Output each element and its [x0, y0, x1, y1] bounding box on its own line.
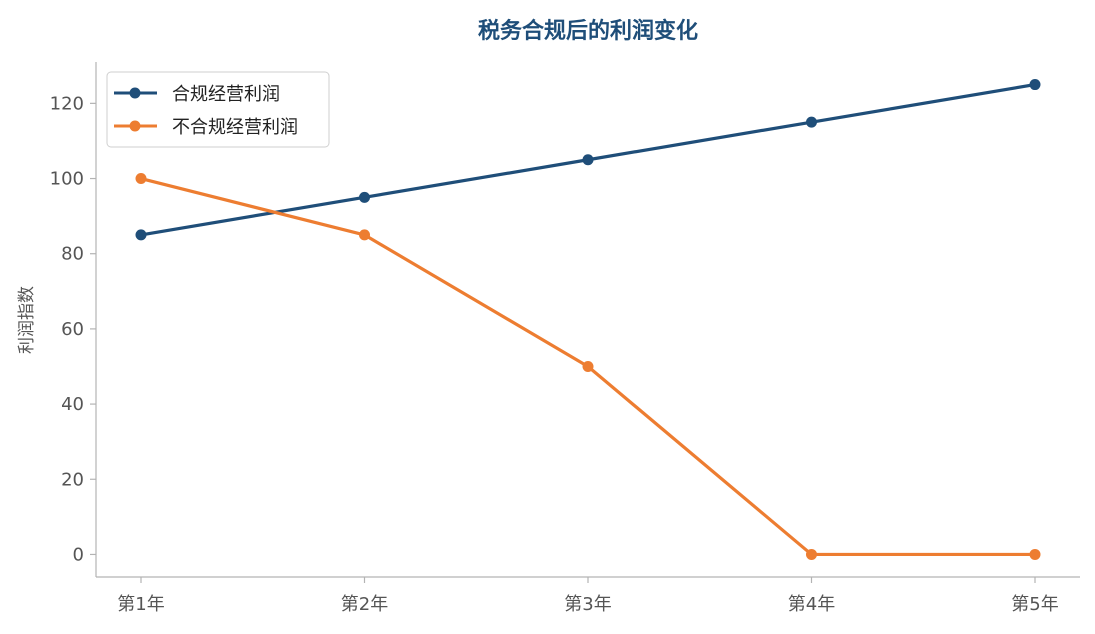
x-tick-label: 第4年	[788, 594, 835, 615]
data-point-noncompliant	[1029, 548, 1041, 560]
data-point-compliant	[582, 154, 594, 166]
x-tick-label: 第5年	[1011, 594, 1058, 615]
x-tick-label: 第2年	[341, 594, 388, 615]
legend-entry-compliant: 合规经营利润	[114, 84, 280, 105]
y-axis-label: 利润指数	[17, 286, 37, 354]
y-tick-label: 60	[61, 319, 84, 340]
y-tick-label: 20	[61, 469, 84, 490]
data-point-noncompliant	[359, 229, 370, 241]
chart-title: 税务合规后的利润变化	[478, 18, 698, 44]
data-point-compliant	[359, 191, 370, 203]
legend-label-compliant: 合规经营利润	[172, 84, 280, 105]
data-point-compliant	[806, 116, 817, 128]
x-tick-label: 第1年	[117, 594, 164, 615]
y-tick-label: 40	[61, 394, 84, 415]
data-point-compliant	[135, 229, 147, 241]
x-tick-label: 第3年	[564, 594, 611, 615]
legend-marker-compliant	[129, 87, 141, 99]
y-tick-label: 120	[50, 93, 84, 114]
series-layer	[135, 79, 1041, 560]
y-tick-label: 80	[61, 244, 84, 265]
x-axis-ticks: 第1年 第2年 第3年 第4年 第5年	[117, 577, 1059, 615]
y-tick-label: 100	[50, 169, 84, 190]
y-axis-ticks: 0 20 40 60 80 100 120	[50, 93, 96, 565]
data-point-noncompliant	[135, 173, 147, 185]
data-point-noncompliant	[806, 548, 817, 560]
legend-label-noncompliant: 不合规经营利润	[172, 117, 298, 138]
data-point-compliant	[1029, 79, 1041, 91]
legend-entry-noncompliant: 不合规经营利润	[114, 117, 298, 138]
legend-marker-noncompliant	[129, 120, 141, 132]
legend-box	[106, 71, 330, 148]
y-tick-label: 0	[73, 544, 84, 565]
data-point-noncompliant	[582, 360, 594, 372]
legend: 合规经营利润 不合规经营利润	[106, 71, 330, 148]
